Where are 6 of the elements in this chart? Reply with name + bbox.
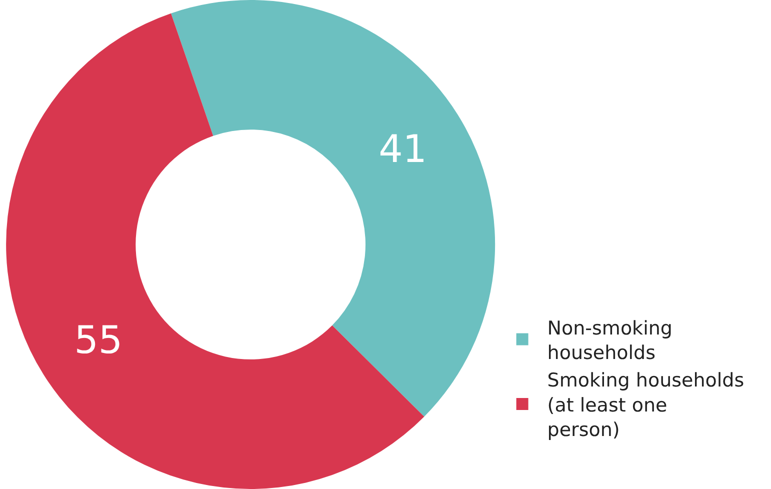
data-label: 55 [74, 318, 123, 362]
legend-label: Smoking households (at least one person) [547, 370, 744, 442]
donut-slice [6, 13, 424, 489]
data-label: 41 [378, 126, 427, 171]
legend-label: Non-smoking households [547, 317, 672, 364]
donut-slice [170, 0, 496, 417]
